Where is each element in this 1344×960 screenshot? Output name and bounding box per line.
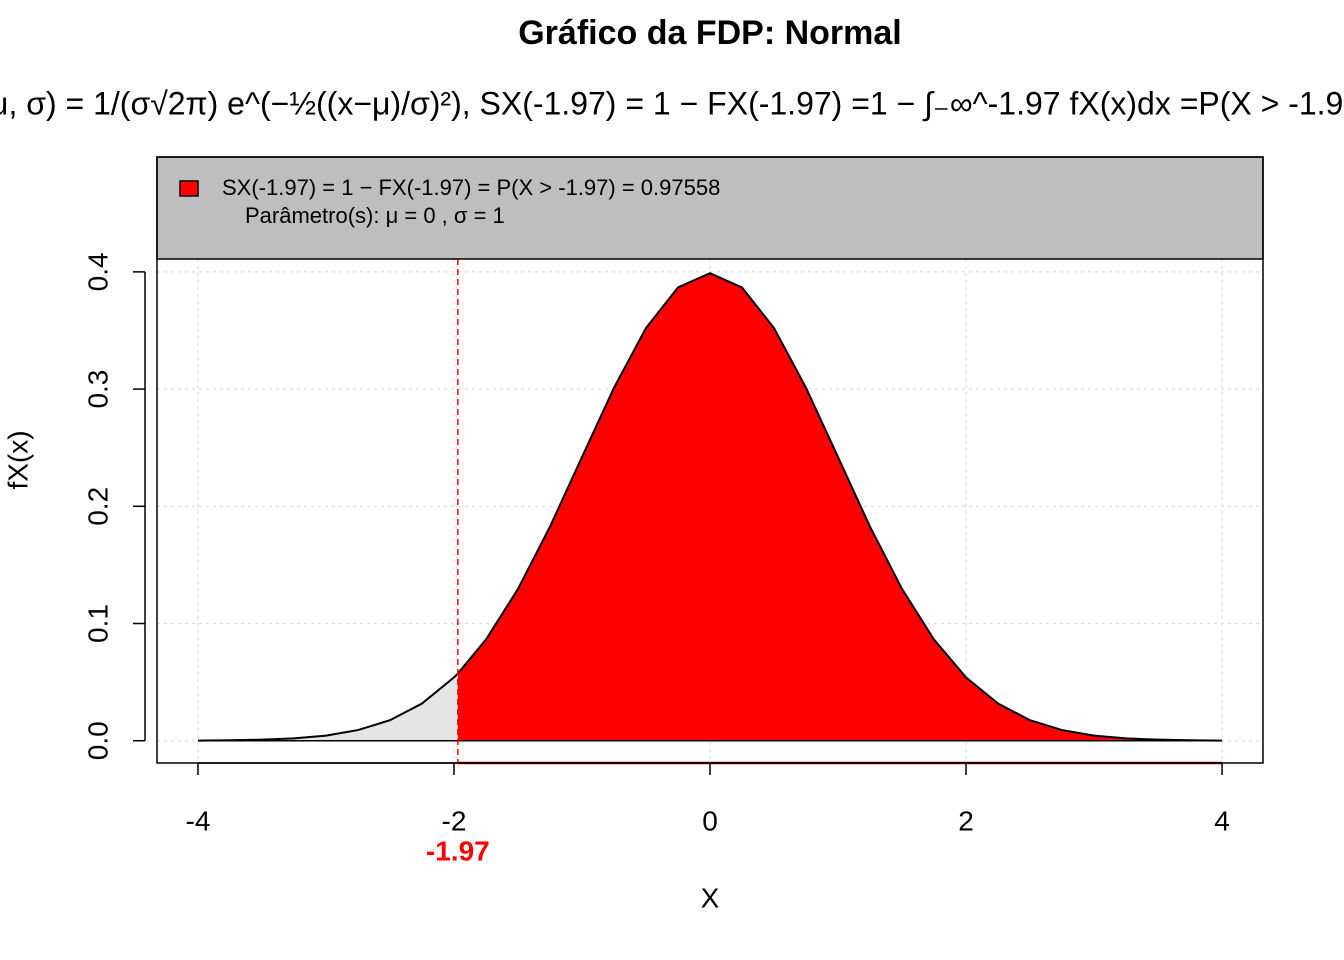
x-tick-label: 2 [958,805,974,836]
legend-params: Parâmetro(s): μ = 0 , σ = 1 [245,203,505,228]
y-axis-label: fX(x) [2,430,33,489]
chart-title: Gráfico da FDP: Normal [518,14,902,52]
survival-area [457,273,1223,741]
x-axis-label: X [701,882,720,913]
y-tick-label: 0.3 [82,370,113,409]
cutoff-label: -1.97 [426,835,490,866]
tail-area [197,673,458,741]
chart-subtitle: μ, σ) = 1/(σ√2π) e^(−½((x−μ)/σ)²), SX(-1… [0,85,1344,121]
legend-box [156,156,1264,260]
density-curve [197,272,1223,742]
legend-text: SX(-1.97) = 1 − FX(-1.97) = P(X > -1.97)… [222,175,720,200]
y-tick-label: 0.1 [82,604,113,643]
y-tick-label: 0.0 [82,721,113,760]
x-tick-label: -4 [186,805,211,836]
y-tick-label: 0.2 [82,487,113,526]
x-tick-label: 0 [702,805,718,836]
x-tick-label: -2 [442,805,467,836]
y-tick-label: 0.4 [82,252,113,291]
x-tick-label: 4 [1214,805,1230,836]
legend-swatch [179,180,199,197]
